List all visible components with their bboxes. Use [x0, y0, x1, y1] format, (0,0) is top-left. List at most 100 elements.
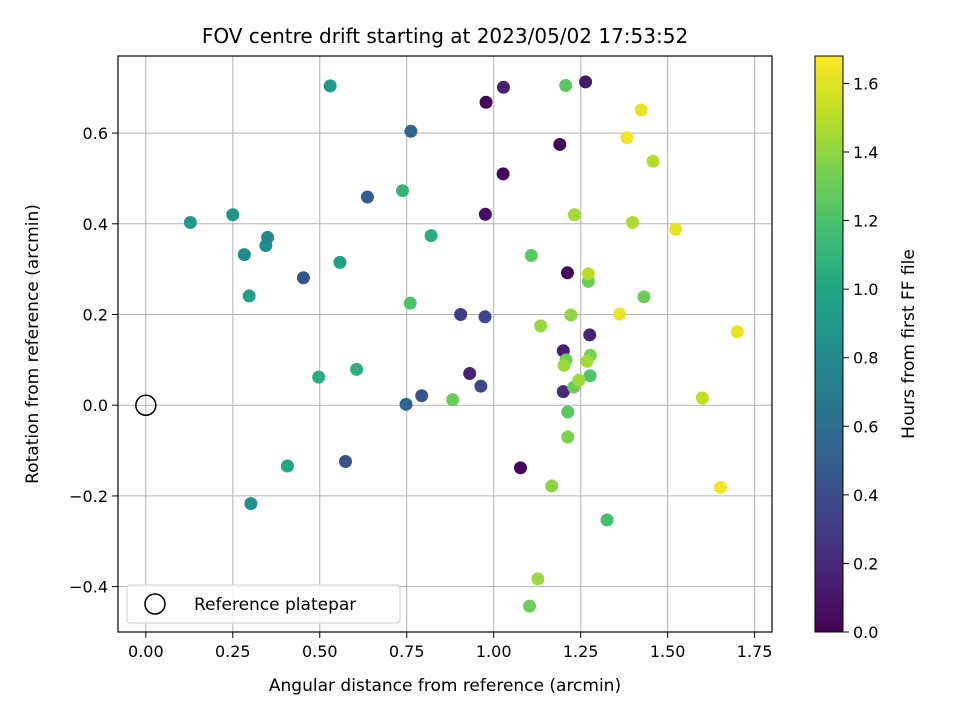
data-point [714, 480, 728, 494]
data-point [669, 222, 683, 236]
data-point [523, 599, 537, 613]
x-tick-label: 1.00 [476, 642, 512, 661]
colorbar-tick-label: 1.2 [853, 212, 878, 231]
data-point [695, 391, 709, 405]
x-axis-label: Angular distance from reference (arcmin) [269, 676, 621, 696]
plot-frame [117, 55, 773, 633]
data-point [580, 354, 594, 368]
data-point [312, 370, 326, 384]
data-point [339, 454, 353, 468]
x-tick-label: 1.25 [563, 642, 599, 661]
data-point [496, 80, 510, 94]
colorbar [814, 55, 844, 633]
data-point [446, 393, 460, 407]
colorbar-tick-label: 0.8 [853, 349, 878, 368]
data-point [237, 248, 251, 262]
data-point [626, 215, 640, 229]
data-point [564, 308, 578, 322]
data-point [496, 167, 510, 181]
x-tick-label: 0.50 [302, 642, 338, 661]
data-point [556, 385, 570, 399]
data-point [360, 190, 374, 204]
data-point [479, 95, 493, 109]
colorbar-tick-label: 1.0 [853, 280, 878, 299]
colorbar-tick-label: 0.2 [853, 554, 878, 573]
colorbar-tick-label: 0.6 [853, 417, 878, 436]
colorbar-tick-label: 0.4 [853, 486, 878, 505]
colorbar-label: Hours from first FF file [899, 249, 919, 439]
data-point [323, 79, 337, 93]
y-tick-label: 0.2 [83, 306, 108, 325]
data-point [572, 373, 586, 387]
data-point [579, 75, 593, 89]
data-point [557, 358, 571, 372]
data-point [280, 459, 294, 473]
data-point [561, 405, 575, 419]
x-tick-label: 1.75 [737, 642, 773, 661]
legend: Reference platepar [126, 584, 401, 624]
data-point [478, 207, 492, 221]
y-tick-label: −0.4 [69, 578, 108, 597]
data-point [730, 325, 744, 339]
x-tick-label: 0.75 [389, 642, 425, 661]
data-point [463, 366, 477, 380]
data-point [634, 103, 648, 117]
data-point [553, 137, 567, 151]
data-point [613, 307, 627, 321]
data-point [545, 479, 559, 493]
data-points [183, 75, 744, 613]
y-tick-label: 0.6 [83, 124, 108, 143]
reference-marker [135, 394, 157, 416]
data-point [600, 513, 614, 527]
y-tick-label: −0.2 [69, 487, 108, 506]
data-point [350, 362, 364, 376]
y-axis-label: Rotation from reference (arcmin) [23, 204, 43, 484]
y-tick-label: 0.0 [83, 396, 108, 415]
data-point [261, 230, 275, 244]
x-tick-label: 0.00 [128, 642, 164, 661]
data-point [474, 379, 488, 393]
data-point [478, 310, 492, 324]
x-tick-label: 1.50 [650, 642, 686, 661]
data-point [567, 208, 581, 222]
x-axis-ticks: 0.00 0.25 0.50 0.75 1.00 1.25 1.50 1.75 [128, 632, 772, 661]
y-axis-ticks: −0.4 −0.2 0.0 0.2 0.4 0.6 [69, 124, 118, 597]
colorbar-ticks: 0.0 0.2 0.4 0.6 0.8 1.0 1.2 1.4 1.6 [843, 74, 878, 642]
data-point [454, 308, 468, 322]
colorbar-tick-label: 1.6 [853, 74, 878, 93]
data-point [524, 249, 538, 263]
data-point [424, 229, 438, 243]
data-point [583, 369, 597, 383]
data-point [403, 296, 417, 310]
data-point [620, 131, 634, 145]
data-point [560, 266, 574, 280]
colorbar-tick-label: 0.0 [853, 623, 878, 642]
legend-label: Reference platepar [194, 595, 356, 615]
data-point [415, 389, 429, 403]
colorbar-tick-label: 1.4 [853, 143, 878, 162]
data-point [646, 154, 660, 168]
data-point [404, 124, 418, 138]
chart-title: FOV centre drift starting at 2023/05/02 … [202, 24, 688, 48]
data-point [296, 271, 310, 285]
data-point [559, 78, 573, 92]
data-point [399, 397, 413, 411]
grid [118, 56, 772, 632]
data-point [183, 215, 197, 229]
data-point [581, 267, 595, 281]
data-point [534, 319, 548, 333]
data-point [396, 184, 410, 198]
legend-box [126, 584, 401, 624]
data-point [513, 461, 527, 475]
data-point [244, 497, 258, 511]
data-point [583, 328, 597, 342]
data-point [637, 290, 651, 304]
data-point [333, 255, 347, 269]
y-tick-label: 0.4 [83, 215, 108, 234]
data-point [226, 208, 240, 222]
data-point [531, 572, 545, 586]
data-point [561, 430, 575, 444]
data-point [242, 289, 256, 303]
